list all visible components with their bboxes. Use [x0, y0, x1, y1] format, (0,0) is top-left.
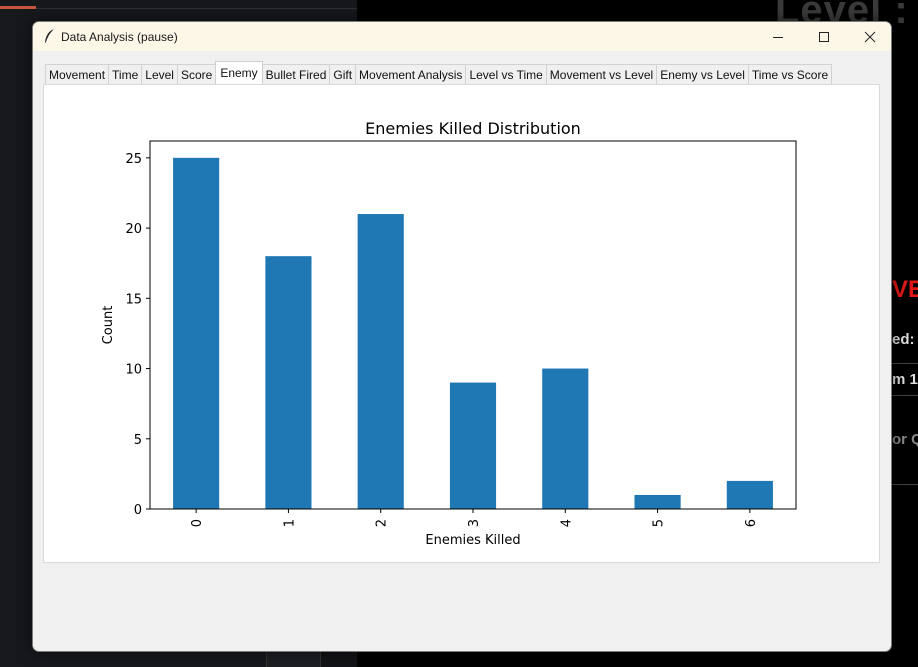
y-tick-label: 25	[125, 152, 142, 167]
background-line	[892, 395, 918, 396]
y-axis-label: Count	[101, 306, 116, 345]
tab-score[interactable]: Score	[176, 64, 217, 84]
y-tick-label: 5	[134, 433, 142, 448]
bar-3	[449, 382, 497, 509]
maximize-icon	[819, 31, 829, 42]
tab-enemy[interactable]: Enemy	[215, 61, 263, 84]
close-button[interactable]	[847, 22, 891, 51]
window-title: Data Analysis (pause)	[61, 30, 178, 44]
y-tick-label: 15	[125, 292, 142, 307]
background-side-label: or Q	[892, 431, 918, 448]
background-accent	[0, 6, 36, 9]
x-tick-label: 2	[375, 519, 390, 527]
minimize-button[interactable]	[755, 22, 801, 51]
tab-enemy-vs-level[interactable]: Enemy vs Level	[656, 64, 749, 84]
background-side-label: m 1	[892, 371, 918, 388]
title-bar[interactable]: Data Analysis (pause)	[33, 22, 891, 51]
chart-panel: Enemies Killed Distribution 0 5 10 15 20 25 0 1 2…	[43, 84, 880, 563]
data-analysis-window: Data Analysis (pause) Movement Time Level S…	[32, 21, 892, 652]
close-icon	[864, 31, 876, 42]
y-tick-label: 10	[125, 363, 142, 378]
tab-level-vs-time[interactable]: Level vs Time	[465, 64, 547, 84]
background-line	[892, 363, 918, 364]
background-divider	[0, 8, 357, 9]
x-tick-label: 4	[559, 519, 574, 527]
x-axis-label: Enemies Killed	[425, 533, 520, 548]
chart-title: Enemies Killed Distribution	[365, 119, 581, 138]
background-side-label: ed: (	[892, 331, 918, 348]
bar-2	[357, 214, 404, 510]
bar-1	[265, 256, 312, 509]
notebook-tabs: Movement Time Level Score Enemy Bullet Fired G…	[45, 61, 833, 84]
background-taskbar-tab	[321, 650, 357, 667]
tab-time[interactable]: Time	[108, 64, 143, 84]
background-line	[892, 484, 918, 485]
bar-4	[542, 368, 589, 509]
maximize-button[interactable]	[801, 22, 847, 51]
x-tick-label: 5	[652, 519, 667, 527]
background-taskbar-tab	[266, 650, 321, 667]
x-tick-label: 0	[190, 519, 205, 527]
bar-0	[173, 157, 220, 509]
tab-movement-vs-level[interactable]: Movement vs Level	[545, 64, 658, 84]
tab-movement-analysis[interactable]: Movement Analysis	[355, 64, 467, 84]
tab-level[interactable]: Level	[141, 64, 178, 84]
tab-movement[interactable]: Movement	[45, 64, 110, 84]
bar-6	[726, 480, 773, 509]
minimize-icon	[773, 36, 783, 38]
feather-icon	[45, 28, 55, 43]
x-tick-label: 6	[744, 519, 759, 527]
y-tick-label: 20	[125, 222, 142, 237]
x-tick-label: 3	[467, 519, 482, 527]
x-tick-label: 1	[282, 519, 297, 527]
tab-gift[interactable]: Gift	[329, 64, 357, 84]
tab-time-vs-score[interactable]: Time vs Score	[747, 64, 833, 84]
bar-5	[634, 494, 681, 509]
background-side-label: VEI	[892, 276, 918, 303]
y-tick-label: 0	[134, 503, 142, 518]
tab-bullet-fired[interactable]: Bullet Fired	[261, 64, 331, 84]
